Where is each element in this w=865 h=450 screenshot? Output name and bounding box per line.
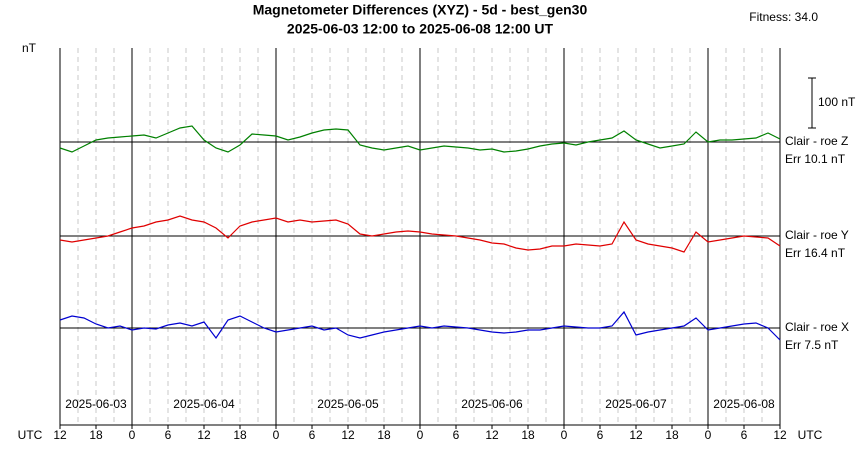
day-label: 2025-06-05 (317, 397, 379, 411)
x-tick-label: 12 (197, 428, 211, 442)
scale-bar-label: 100 nT (818, 95, 856, 109)
day-label: 2025-06-06 (461, 397, 523, 411)
x-tick-label: 18 (665, 428, 679, 442)
x-tick-label: 18 (233, 428, 247, 442)
series-line (59, 310, 781, 341)
x-tick-label: 6 (741, 428, 748, 442)
fitness-annotation: Fitness: 34.0 (749, 10, 818, 24)
y-axis-label: nT (22, 41, 37, 55)
x-tick-label: 12 (773, 428, 787, 442)
x-tick-label: 6 (453, 428, 460, 442)
day-label: 2025-06-07 (605, 397, 667, 411)
x-unit-label: UTC (798, 428, 823, 442)
x-tick-label: 12 (629, 428, 643, 442)
x-tick-label: 6 (309, 428, 316, 442)
x-tick-label: 18 (521, 428, 535, 442)
series-error: Err 16.4 nT (785, 246, 846, 260)
x-tick-label: 12 (53, 428, 67, 442)
series-error: Err 7.5 nT (785, 338, 839, 352)
series-name: Clair - roe Y (785, 228, 849, 242)
x-tick-label: 0 (273, 428, 280, 442)
series-name: Clair - roe Z (785, 134, 848, 148)
series-line (59, 215, 781, 253)
x-tick-label: 0 (129, 428, 136, 442)
day-label: 2025-06-04 (173, 397, 235, 411)
x-unit-label: UTC (18, 428, 43, 442)
x-tick-label: 18 (377, 428, 391, 442)
x-tick-label: 12 (341, 428, 355, 442)
series-line (59, 125, 781, 153)
x-tick-label: 6 (165, 428, 172, 442)
x-tick-label: 6 (597, 428, 604, 442)
x-tick-label: 0 (417, 428, 424, 442)
series-error: Err 10.1 nT (785, 152, 846, 166)
day-label: 2025-06-08 (713, 397, 775, 411)
x-tick-label: 0 (705, 428, 712, 442)
chart-title: Magnetometer Differences (XYZ) - 5d - be… (253, 2, 588, 18)
chart-subtitle: 2025-06-03 12:00 to 2025-06-08 12:00 UT (287, 21, 554, 37)
day-label: 2025-06-03 (65, 397, 127, 411)
x-tick-label: 18 (89, 428, 103, 442)
x-tick-label: 12 (485, 428, 499, 442)
x-tick-label: 0 (561, 428, 568, 442)
series-name: Clair - roe X (785, 320, 849, 334)
